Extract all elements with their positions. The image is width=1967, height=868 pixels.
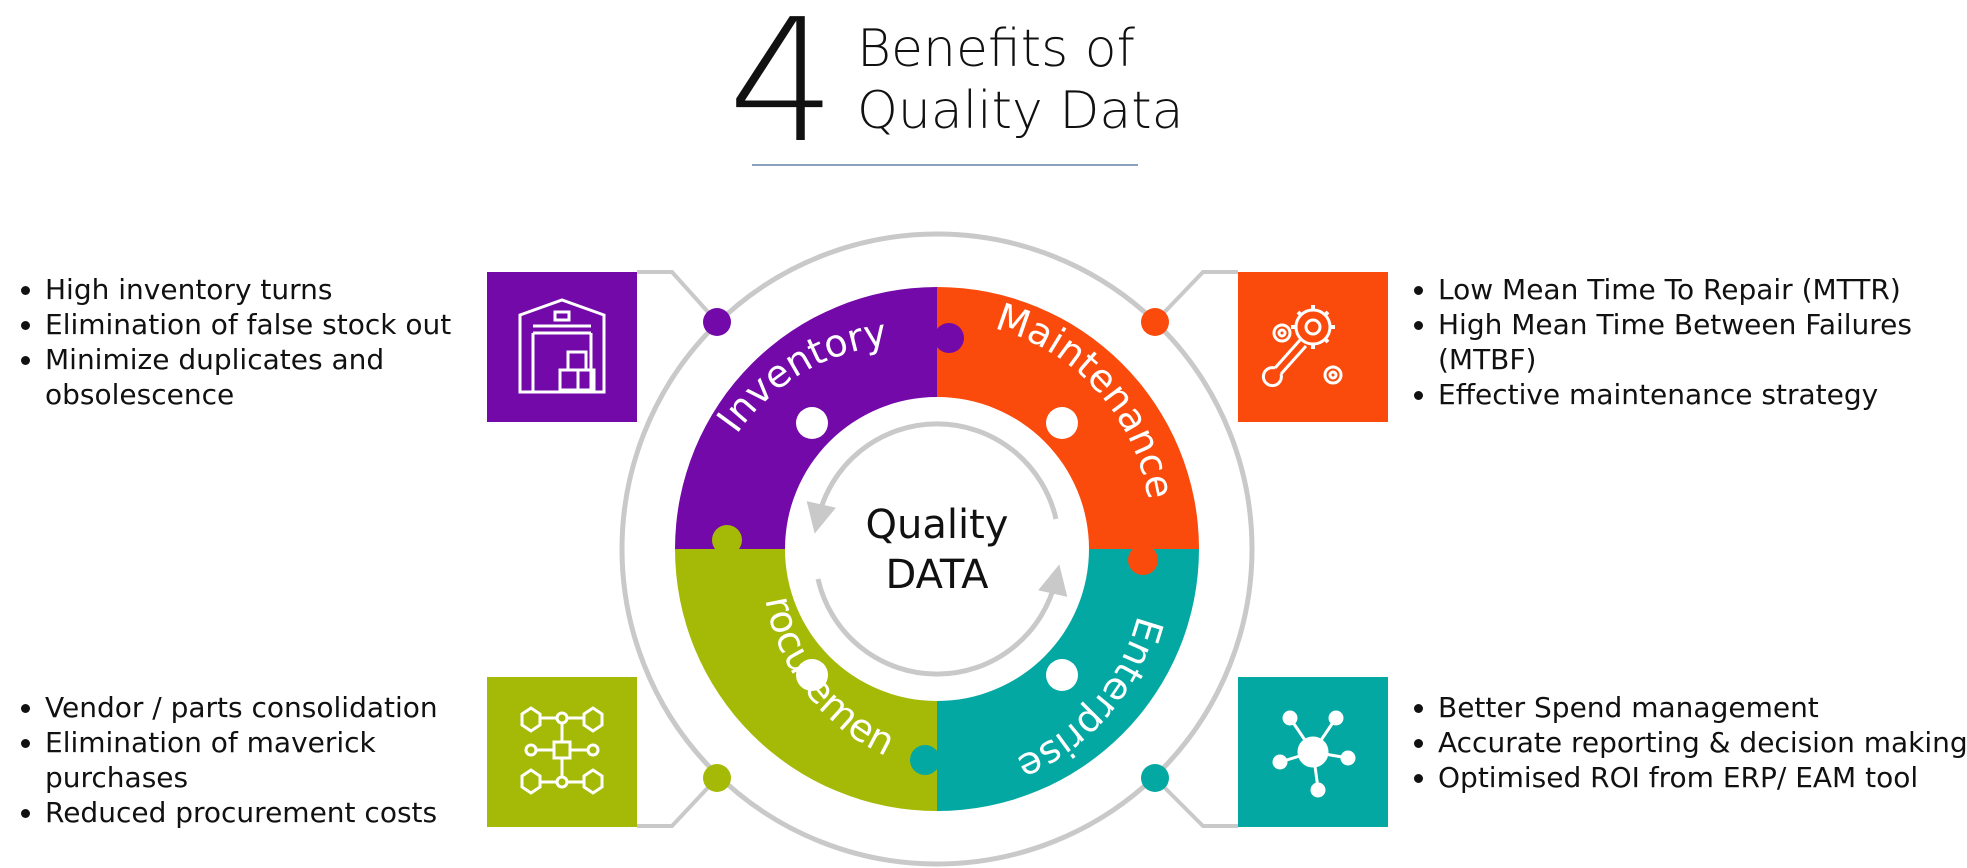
connector-inventory <box>637 270 719 324</box>
dot-inventory-outer <box>703 308 731 336</box>
supply-network-icon <box>520 706 604 795</box>
bullet-list-maintenance: Low Mean Time To Repair (MTTR) High Mean… <box>1396 272 1967 412</box>
dot-enterprise-outer <box>1141 764 1169 792</box>
inner-dot <box>796 659 828 691</box>
icon-box-inventory <box>487 272 637 422</box>
inner-dot <box>796 407 828 439</box>
icon-box-procurement <box>487 677 637 827</box>
cycle-arrow-top <box>806 421 1059 534</box>
dot-maintenance-outer <box>1141 308 1169 336</box>
outer-ring <box>619 231 1255 867</box>
title-number: 4 <box>728 0 836 181</box>
dot-inventory-boundary <box>934 323 964 353</box>
dot-procurement-boundary <box>712 525 742 555</box>
dot-maintenance-boundary <box>1128 545 1158 575</box>
dot-enterprise-boundary <box>910 745 940 775</box>
bullet-list-procurement: Vendor / parts consolidation Elimination… <box>3 690 505 830</box>
bullet-list-enterprise: Better Spend management Accurate reporti… <box>1396 690 1967 795</box>
connector-procurement <box>637 776 719 828</box>
bullet-item: Vendor / parts consolidation <box>45 690 505 725</box>
bullet-item: Reduced procurement costs <box>45 795 505 830</box>
bullet-item: Accurate reporting & decision making <box>1438 725 1967 760</box>
warehouse-icon <box>518 298 606 394</box>
icon-box-enterprise <box>1238 677 1388 827</box>
bullet-item: Minimize duplicates and obsolescence <box>45 342 505 412</box>
bullet-item: High inventory turns <box>45 272 505 307</box>
bullet-item: Low Mean Time To Repair (MTTR) <box>1438 272 1967 307</box>
center-line2: DATA <box>885 552 989 598</box>
bullet-item: High Mean Time Between Failures (MTBF) <box>1438 307 1967 377</box>
cycle-arrow-bottom <box>815 564 1068 677</box>
bullet-item: Optimised ROI from ERP/ EAM tool <box>1438 760 1967 795</box>
icon-box-maintenance <box>1238 272 1388 422</box>
hub-network-icon <box>1272 710 1356 798</box>
inner-dot <box>1046 407 1078 439</box>
bullet-item: Effective maintenance strategy <box>1438 377 1967 412</box>
inner-dot <box>1046 659 1078 691</box>
center-line1: Quality <box>866 502 1009 548</box>
connector-enterprise <box>1153 776 1238 828</box>
title-line1: Benefits of <box>857 19 1136 79</box>
bullet-item: Better Spend management <box>1438 690 1967 725</box>
bullet-item: Elimination of maverick purchases <box>45 725 505 795</box>
title-line2: Quality Data <box>857 81 1184 141</box>
connector-maintenance <box>1153 270 1238 324</box>
gears-wrench-icon <box>1261 305 1343 388</box>
bullet-item: Elimination of false stock out <box>45 307 505 342</box>
bullet-list-inventory: High inventory turns Elimination of fals… <box>3 272 505 412</box>
dot-procurement-outer <box>703 764 731 792</box>
